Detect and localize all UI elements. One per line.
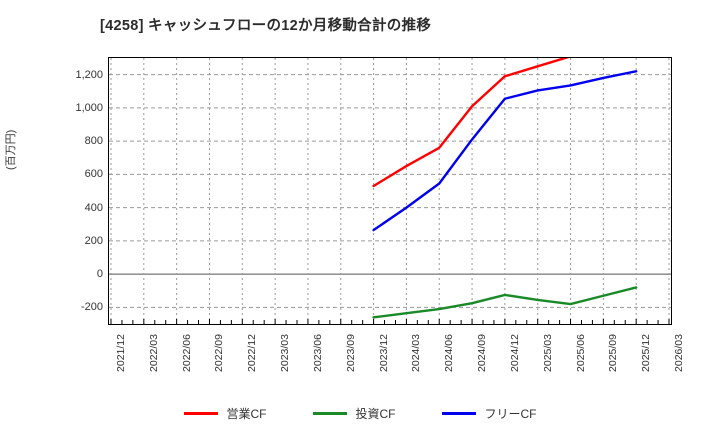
x-tick-label: 2022/03: [147, 334, 160, 372]
legend-item[interactable]: 営業CF: [183, 405, 267, 422]
legend-color-swatch: [312, 412, 347, 415]
y-tick-label: 400: [84, 201, 103, 214]
plot-inner: [109, 58, 671, 324]
series-line-営業CF: [372, 58, 570, 188]
x-tick-label: 2025/09: [607, 334, 620, 372]
y-tick-label: 600: [84, 168, 103, 181]
y-tick-label: 800: [84, 135, 103, 148]
legend-color-swatch: [441, 412, 476, 415]
chart-canvas: [109, 58, 671, 324]
x-tick-label: 2023/06: [311, 334, 324, 372]
x-tick-label: 2021/12: [115, 334, 127, 372]
y-tick-label: 1,000: [75, 101, 103, 114]
x-tick-label: 2025/12: [640, 334, 653, 372]
legend-label: フリーCF: [484, 407, 537, 421]
x-tick-label: 2022/09: [213, 334, 226, 372]
legend-item[interactable]: フリーCF: [441, 405, 537, 422]
x-tick-label: 2022/12: [246, 334, 259, 372]
legend-label: 投資CF: [355, 407, 396, 421]
legend-color-swatch: [183, 412, 218, 415]
x-tick-label: 2022/06: [180, 334, 193, 372]
x-tick-label: 2024/06: [443, 334, 456, 372]
series-line-投資CF: [372, 286, 638, 319]
y-tick-label: 0: [96, 268, 103, 281]
x-tick-label: 2023/12: [377, 334, 390, 372]
x-tick-label: 2025/06: [574, 334, 587, 372]
x-tick-label: 2024/03: [410, 334, 423, 372]
y-axis-label: (百万円): [5, 129, 17, 170]
x-tick-label: 2023/03: [279, 334, 292, 372]
x-tick-label: 2025/03: [541, 334, 554, 372]
chart-legend: 営業CF 投資CF フリーCF: [0, 405, 720, 422]
y-tick-label: 1,200: [75, 68, 103, 81]
x-tick-label: 2026/03: [673, 334, 685, 372]
y-tick-label: -200: [80, 301, 103, 314]
x-tick-label: 2023/09: [344, 334, 357, 372]
plot-area: [108, 57, 672, 325]
y-tick-label: 200: [84, 234, 103, 247]
legend-item[interactable]: 投資CF: [312, 405, 396, 422]
chart-title: [4258] キャッシュフローの12か月移動合計の推移: [100, 18, 432, 34]
x-tick-label: 2024/12: [508, 334, 521, 372]
legend-label: 営業CF: [226, 407, 267, 421]
series-line-フリーCF: [372, 70, 638, 232]
x-tick-label: 2024/09: [476, 334, 489, 372]
y-axis-tick-labels: -200 0 200 400 600 800 1,000 1,200: [58, 57, 103, 325]
